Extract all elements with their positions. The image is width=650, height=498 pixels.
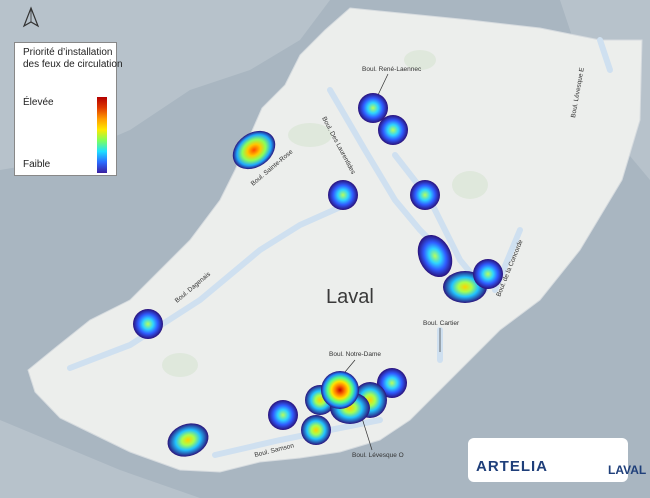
logo-box: ARTELIA LAVAL [468, 438, 646, 482]
road-label-notre-dame: Boul. Notre-Dame [329, 351, 381, 358]
hotspot-east-notre-dame [377, 368, 407, 398]
hotspot-des-laurentides-2 [410, 180, 440, 210]
city-label: Laval [326, 286, 374, 308]
leader-line-levesque-o [361, 417, 373, 451]
legend-low-label: Faible [23, 159, 51, 170]
legend-color-bar [97, 97, 107, 173]
hotspot-rene-laennec-2 [378, 115, 408, 145]
park [162, 353, 198, 377]
road-label-cartier: Boul. Cartier [423, 320, 460, 327]
hotspot-concorde-3 [473, 259, 503, 289]
hotspot-sainte-rose [232, 130, 276, 170]
hotspot-concorde-1 [417, 234, 453, 278]
park [404, 50, 436, 70]
legend-high-label: Élevée [23, 97, 54, 108]
north-arrow-icon [22, 6, 40, 28]
laval-logo: LAVAL [608, 463, 647, 477]
road-label-rene-laennec: Boul. René-Laennec [362, 66, 422, 73]
park [288, 123, 332, 147]
legend-title: Priorité d’installation des feux de circ… [23, 47, 123, 70]
park [452, 171, 488, 199]
hotspot-des-laurentides-1 [328, 180, 358, 210]
hotspot-southwest [167, 423, 209, 457]
hotspot-samson-2 [301, 415, 331, 445]
road-label-levesque-o: Boul. Lévesque O [352, 452, 404, 459]
highway-440 [67, 202, 348, 371]
heat-spots [133, 93, 503, 457]
south-shore-land [0, 420, 200, 498]
hotspot-rene-laennec-1 [358, 93, 388, 123]
artelia-logo: ARTELIA [476, 458, 548, 475]
leader-line-rene-laennec [377, 73, 389, 96]
hotspot-dagenais [133, 309, 163, 339]
highway-ne [597, 37, 613, 73]
legend: Priorité d’installation des feux de circ… [14, 42, 123, 176]
hotspot-samson-1 [268, 400, 298, 430]
hotspot-notre-dame-core [321, 371, 359, 409]
